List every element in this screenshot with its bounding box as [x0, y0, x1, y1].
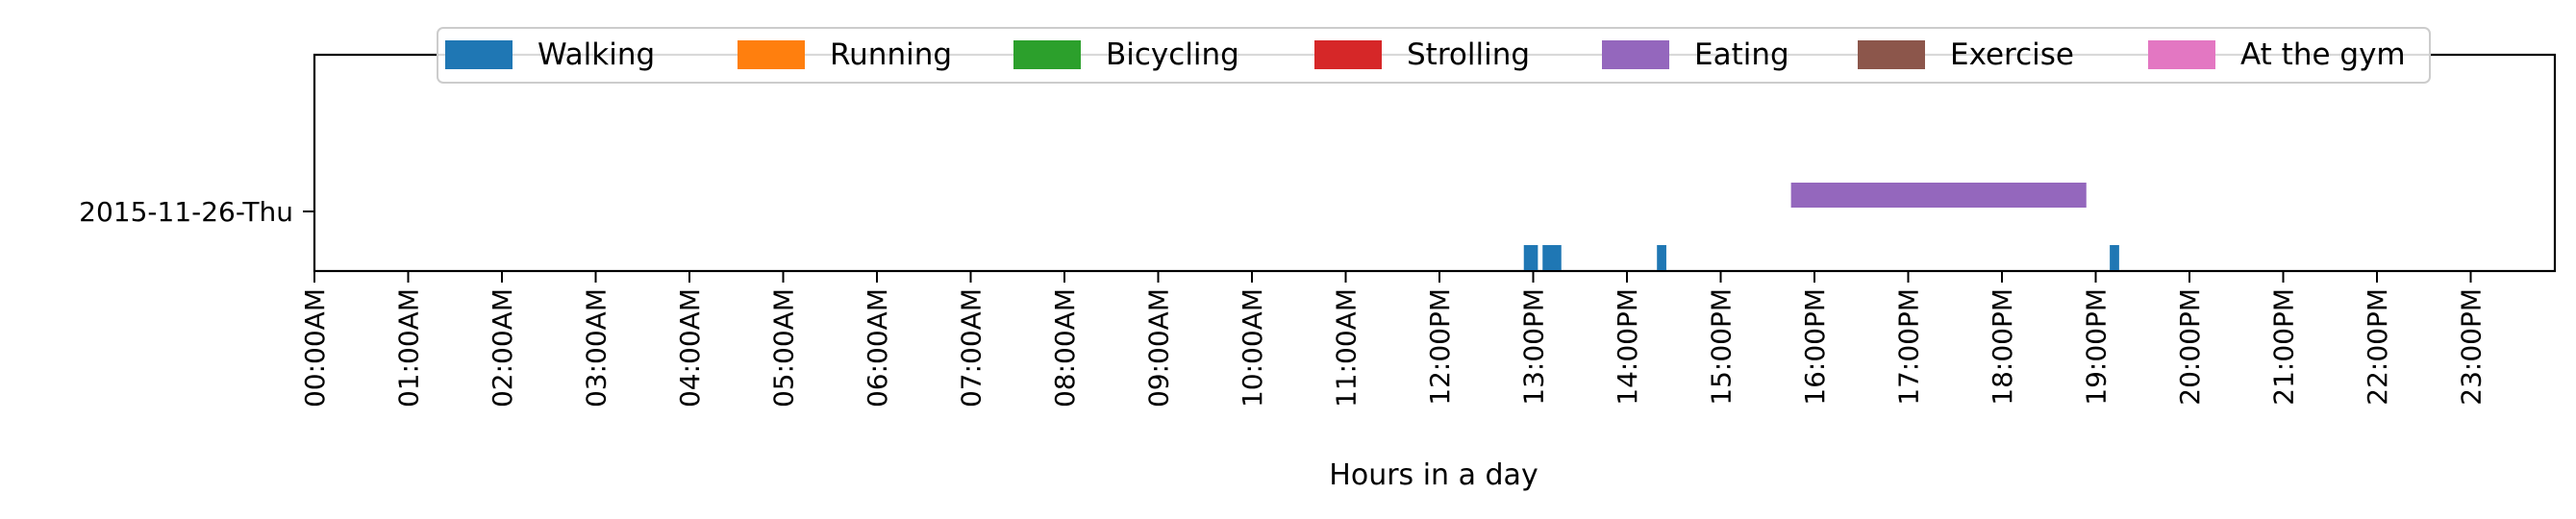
- y-axis: 2015-11-26-Thu: [79, 196, 314, 228]
- legend-entry: Exercise: [1858, 37, 2074, 72]
- y-tick-label: 2015-11-26-Thu: [79, 196, 293, 228]
- x-tick-label: 16:00PM: [1799, 288, 1831, 406]
- legend-swatch: [445, 40, 513, 69]
- x-tick-label: 11:00AM: [1331, 288, 1363, 408]
- x-tick-label: 00:00AM: [299, 288, 331, 408]
- x-tick-label: 13:00PM: [1518, 288, 1550, 406]
- legend-label: Exercise: [1950, 37, 2074, 72]
- legend-swatch: [1602, 40, 1669, 69]
- x-tick-label: 03:00AM: [581, 288, 613, 408]
- x-tick-label: 10:00AM: [1237, 288, 1268, 408]
- legend-swatch: [1858, 40, 1925, 69]
- legend-entry: Walking: [445, 37, 655, 72]
- x-tick-label: 23:00PM: [2456, 288, 2488, 406]
- x-tick-label: 07:00AM: [956, 288, 988, 408]
- x-tick-label: 19:00PM: [2081, 288, 2113, 406]
- legend-label: At the gym: [2240, 37, 2406, 72]
- x-tick-label: 20:00PM: [2174, 288, 2206, 406]
- x-tick-label: 17:00PM: [1893, 288, 1925, 406]
- x-tick-label: 18:00PM: [1987, 288, 2018, 406]
- legend-label: Strolling: [1407, 37, 1530, 72]
- x-axis-label: Hours in a day: [1329, 458, 1538, 492]
- x-tick-label: 08:00AM: [1049, 288, 1081, 408]
- bars-layer: [1523, 183, 2119, 270]
- legend-swatch: [1314, 40, 1382, 69]
- legend-label: Running: [830, 37, 952, 72]
- activity-bar: [1657, 245, 1666, 270]
- legend: Walking Running Bicycling Strolling Eating Ex…: [437, 27, 2431, 84]
- x-tick-label: 12:00PM: [1424, 288, 1456, 406]
- legend-entry: Eating: [1602, 37, 1789, 72]
- legend-swatch: [2148, 40, 2215, 69]
- x-tick-label: 05:00AM: [768, 288, 800, 408]
- activity-bar: [1790, 183, 2087, 208]
- x-tick-label: 22:00PM: [2362, 288, 2393, 406]
- activity-bar: [1542, 245, 1562, 270]
- x-tick-label: 09:00AM: [1143, 288, 1175, 408]
- x-axis: 00:00AM 01:00AM 02:00AM 03:00AM 04:00AM 05:00…: [299, 271, 2488, 408]
- x-tick-label: 02:00AM: [487, 288, 518, 408]
- x-tick-label: 01:00AM: [393, 288, 425, 408]
- x-tick-label: 14:00PM: [1612, 288, 1643, 406]
- legend-box: [437, 27, 2431, 84]
- legend-entry: At the gym: [2148, 37, 2406, 72]
- legend-label: Walking: [538, 37, 655, 72]
- activity-bar: [1523, 245, 1538, 270]
- x-tick-label: 21:00PM: [2268, 288, 2300, 406]
- legend-swatch: [738, 40, 805, 69]
- activity-bar: [2110, 245, 2119, 270]
- legend-label: Eating: [1694, 37, 1789, 72]
- x-tick-label: 15:00PM: [1706, 288, 1738, 406]
- legend-swatch: [1013, 40, 1081, 69]
- x-tick-label: 06:00AM: [862, 288, 893, 408]
- legend-entry: Bicycling: [1013, 37, 1239, 72]
- legend-entry: Running: [738, 37, 952, 72]
- legend-label: Bicycling: [1106, 37, 1239, 72]
- legend-entry: Strolling: [1314, 37, 1530, 72]
- x-tick-label: 04:00AM: [674, 288, 706, 408]
